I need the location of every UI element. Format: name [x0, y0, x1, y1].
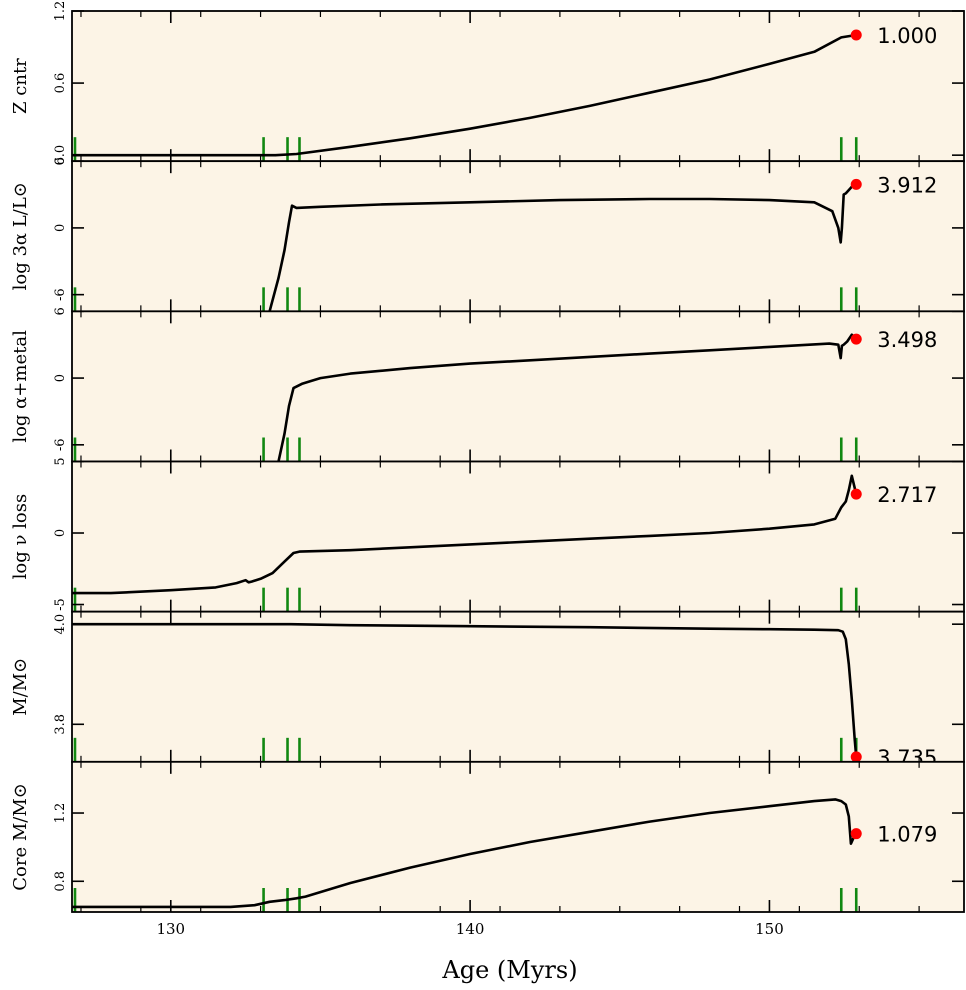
- y-axis-label: log 3α L/L⊙: [10, 182, 31, 290]
- y-tick-label: 3.8: [53, 714, 68, 735]
- y-tick-label: 4.0: [53, 614, 68, 635]
- y-tick-label: 6: [53, 307, 68, 315]
- x-axis-label: Age (Myrs): [441, 956, 577, 984]
- y-tick-label: 0: [53, 374, 68, 382]
- data-line: [72, 622, 858, 757]
- y-tick-label: 1.2: [53, 1, 68, 22]
- y-tick-label: 0: [53, 529, 68, 537]
- current-point-marker: [850, 333, 862, 345]
- x-tick-label: 130: [156, 920, 185, 938]
- current-value-label: 3.498: [877, 328, 937, 352]
- y-axis-label: M/M⊙: [10, 658, 31, 716]
- panels: 0.0 0.6 1.2 1.000 Z cntr -6 0 6 3.912 log 3α L/L⊙…: [10, 1, 965, 938]
- y-tick-label: 6: [53, 157, 68, 165]
- panel-3: -5 0 5 2.717 log ν loss: [10, 457, 965, 613]
- current-point-marker: [850, 29, 862, 41]
- y-tick-label: 0.6: [53, 73, 68, 94]
- panel-1: -6 0 6 3.912 log 3α L/L⊙: [10, 157, 965, 313]
- panel-2: -6 0 6 3.498 log α+metal: [10, 307, 965, 463]
- panel-frame: [71, 760, 965, 913]
- y-tick-label: 5: [53, 457, 68, 465]
- y-tick-label: 0: [53, 224, 68, 232]
- panel-0: 0.0 0.6 1.2 1.000 Z cntr: [10, 1, 965, 166]
- y-axis-label: log ν loss: [10, 494, 31, 580]
- data-line: [72, 474, 858, 595]
- data-line: [277, 333, 858, 462]
- x-tick-label: 140: [456, 920, 485, 938]
- y-tick-label: 0.8: [53, 871, 68, 892]
- current-point-marker: [850, 178, 862, 190]
- current-point-marker: [850, 751, 862, 763]
- panel-background: [72, 311, 964, 462]
- y-tick-label: -6: [53, 438, 68, 451]
- data-line: [268, 183, 857, 312]
- x-tick-label: 150: [755, 920, 784, 938]
- y-axis-label: Core M/M⊙: [10, 783, 31, 891]
- panel-background: [72, 761, 964, 912]
- current-value-label: 2.717: [877, 483, 937, 507]
- y-tick-label: -5: [53, 598, 68, 611]
- panel-background: [72, 161, 964, 312]
- current-value-label: 1.079: [877, 823, 937, 847]
- y-axis-label: Z cntr: [10, 58, 31, 114]
- current-value-label: 1.000: [877, 24, 937, 48]
- y-axis-label: log α+metal: [10, 330, 31, 443]
- y-tick-label: 0.0: [53, 145, 68, 166]
- panel-5: 0.8 1.2 1.079 Core M/M⊙: [10, 760, 965, 913]
- data-line: [72, 33, 857, 157]
- data-line: [72, 798, 858, 909]
- current-value-label: 3.912: [877, 173, 937, 197]
- panel-background: [72, 611, 964, 762]
- current-point-marker: [850, 488, 862, 500]
- panel-background: [72, 11, 964, 162]
- y-tick-label: 1.2: [53, 803, 68, 824]
- current-point-marker: [850, 828, 862, 840]
- y-tick-label: -6: [53, 288, 68, 301]
